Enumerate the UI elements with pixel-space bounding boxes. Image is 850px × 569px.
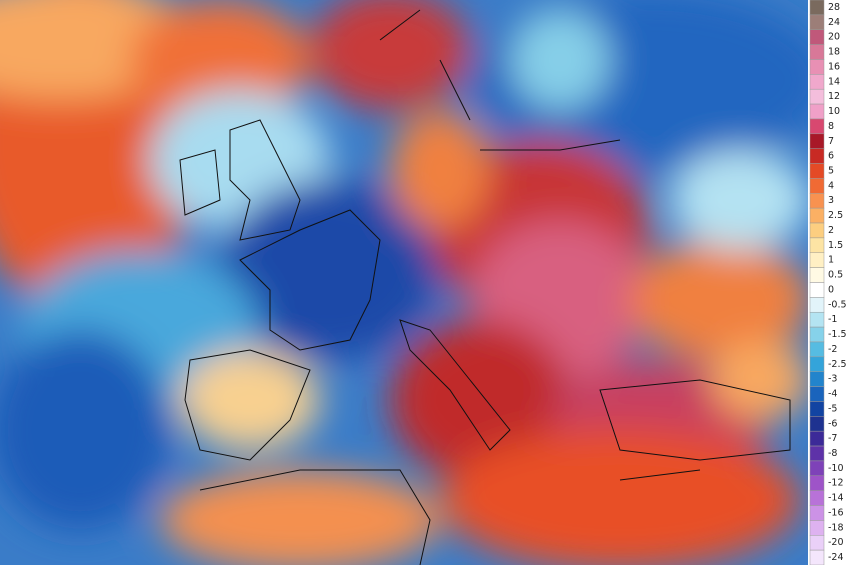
legend-label: 20 <box>828 32 840 43</box>
legend-swatch <box>809 401 825 417</box>
legend-swatch <box>809 163 825 179</box>
legend-swatch <box>809 88 825 105</box>
legend-swatch <box>809 326 825 343</box>
legend-swatch <box>809 549 825 566</box>
legend-label: -10 <box>828 463 844 474</box>
legend-label: -1 <box>828 314 837 325</box>
legend-label: 0 <box>828 284 834 295</box>
legend-label: 10 <box>828 106 840 117</box>
legend-swatch <box>809 475 825 491</box>
legend-label: 1.5 <box>828 240 843 251</box>
legend-label: 6 <box>828 151 834 162</box>
legend-swatch <box>809 267 825 283</box>
legend-label: 1 <box>828 255 834 266</box>
legend-swatch <box>809 44 825 60</box>
legend-swatch <box>809 505 825 521</box>
legend-swatch <box>809 445 825 462</box>
legend-label: 28 <box>828 2 840 13</box>
legend-swatch <box>809 416 825 432</box>
legend-label: -14 <box>828 493 844 504</box>
legend-swatch <box>809 311 825 328</box>
legend-swatch <box>809 490 825 506</box>
legend-label: 0.5 <box>828 270 843 281</box>
legend-swatch <box>809 222 825 239</box>
legend-label: -3 <box>828 374 837 385</box>
legend-label: -0.5 <box>828 299 847 310</box>
legend-swatch <box>809 118 825 135</box>
legend-swatch <box>809 371 825 387</box>
legend-label: -6 <box>828 418 837 429</box>
legend-label: 7 <box>828 136 834 147</box>
legend-label: -5 <box>828 403 837 414</box>
legend-swatch <box>809 341 825 358</box>
legend-label: 8 <box>828 121 834 132</box>
legend-swatch <box>809 148 825 164</box>
legend-swatch <box>809 74 825 90</box>
legend-label: 24 <box>828 17 840 28</box>
legend-swatch <box>809 282 825 298</box>
legend-label: 12 <box>828 91 840 102</box>
legend-swatch <box>809 207 825 224</box>
legend-label: -18 <box>828 522 844 533</box>
legend-label: 4 <box>828 180 834 191</box>
legend-label: -4 <box>828 389 837 400</box>
legend-label: 14 <box>828 76 840 87</box>
legend-swatch <box>809 103 825 120</box>
legend-swatch <box>809 193 825 209</box>
legend-swatch <box>809 0 825 16</box>
legend-swatch <box>809 520 825 536</box>
legend-swatch <box>809 386 825 402</box>
legend-label: -20 <box>828 537 844 548</box>
legend-label: -12 <box>828 478 844 489</box>
legend-label: 2 <box>828 225 834 236</box>
legend-label: -16 <box>828 507 844 518</box>
legend-label: 3 <box>828 195 834 206</box>
legend-swatch <box>809 356 825 372</box>
legend-label: -1.5 <box>828 329 847 340</box>
anomaly-map <box>0 0 808 565</box>
legend-label: -2.5 <box>828 359 847 370</box>
legend-label: -8 <box>828 448 837 459</box>
legend-swatch <box>809 430 825 447</box>
legend-label: 2.5 <box>828 210 843 221</box>
legend-label: -7 <box>828 433 837 444</box>
legend-swatch <box>809 133 825 149</box>
legend-swatch <box>809 237 825 254</box>
legend-label: -24 <box>828 552 844 563</box>
legend-label: 5 <box>828 165 834 176</box>
legend-swatch <box>809 535 825 551</box>
legend-swatch <box>809 460 825 477</box>
legend-label: 16 <box>828 61 840 72</box>
color-legend: 28 24 20 18 16 14 12 10 8 7 6 5 4 3 2.5 2 1.5 1 0.5 0 -0.5 -1… <box>809 0 847 566</box>
legend-swatch <box>809 14 825 30</box>
legend-swatch <box>809 59 825 75</box>
coastlines <box>179 9 791 565</box>
legend-swatch <box>809 178 825 194</box>
legend-label: 18 <box>828 47 840 58</box>
legend-swatch <box>809 252 825 268</box>
legend-swatch <box>809 297 825 313</box>
legend-label: -2 <box>828 344 837 355</box>
legend-swatch <box>809 29 825 45</box>
